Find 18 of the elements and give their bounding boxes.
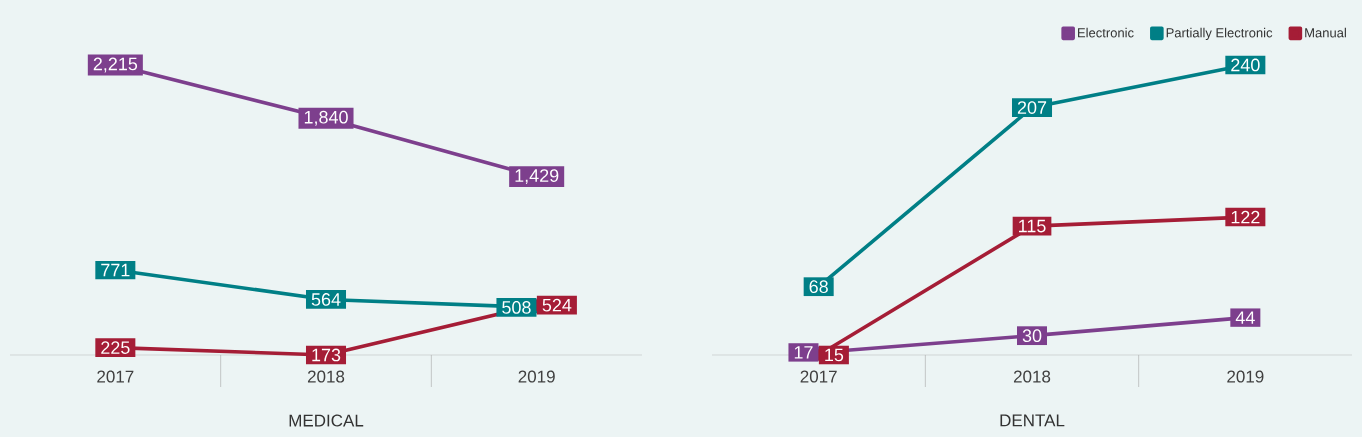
data-label: 524 [542,298,572,312]
legend-label: Partially Electronic [1166,27,1273,40]
data-label: 1,429 [515,169,559,185]
x-tick-label: 2018 [1013,370,1051,383]
x-tick-label: 2019 [1227,370,1264,383]
legend-label: Electronic [1078,27,1134,38]
legend-label: Manual [1305,27,1346,38]
data-label: 508 [502,301,531,314]
x-tick-label: 2019 [518,370,555,383]
data-label: 1,840 [304,110,348,126]
data-label: 2,215 [93,57,138,73]
x-tick-label: 2017 [800,370,837,383]
x-tick-label: 2018 [307,370,345,383]
text: MEDICAL [289,414,364,427]
x-tick-label: 2017 [97,370,134,383]
data-label: 17 [794,346,813,359]
text: DENTAL [1000,414,1065,427]
data-label: 15 [825,348,844,362]
